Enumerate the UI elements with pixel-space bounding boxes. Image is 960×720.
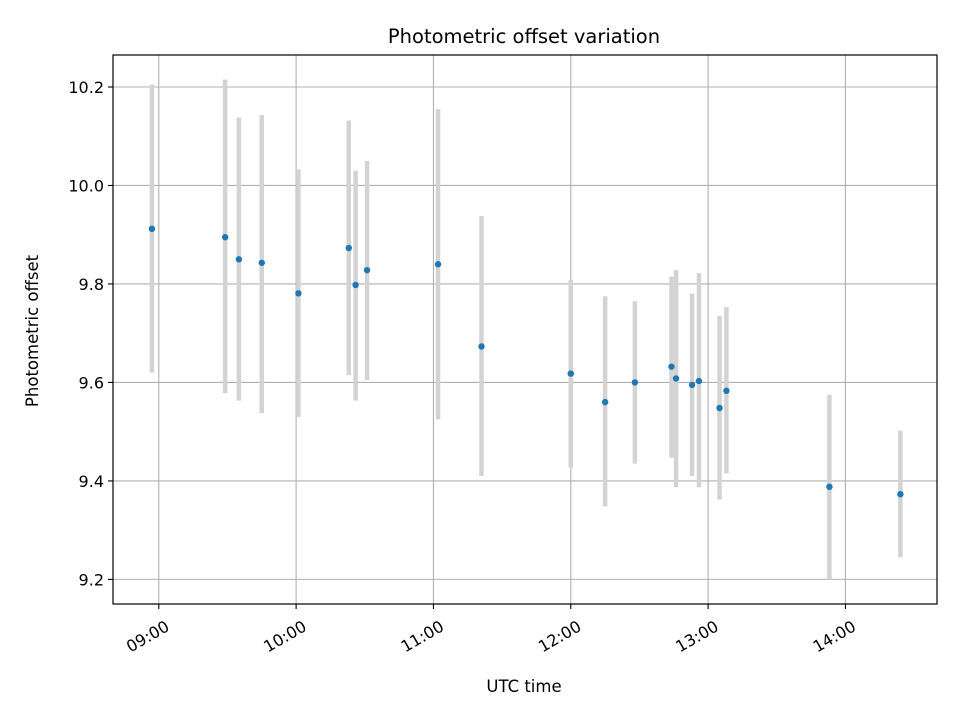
y-tick-label: 9.6	[79, 373, 104, 392]
x-axis-label: UTC time	[486, 677, 561, 696]
data-point	[716, 404, 723, 412]
data-points	[148, 225, 904, 498]
y-tick-label: 9.8	[79, 275, 104, 294]
data-point	[235, 256, 243, 263]
data-point	[363, 266, 371, 274]
y-axis-label: Photometric offset	[23, 254, 42, 407]
data-point	[723, 387, 730, 395]
data-point	[672, 375, 680, 382]
data-point	[631, 379, 639, 386]
chart-title: Photometric offset variation	[388, 25, 660, 48]
data-point	[601, 398, 609, 406]
data-point	[897, 491, 904, 498]
plot-area-frame	[112, 54, 938, 605]
grid	[113, 55, 937, 604]
data-point	[826, 483, 833, 491]
data-point	[221, 233, 229, 241]
data-point	[295, 290, 302, 297]
y-tick-label: 9.2	[79, 570, 104, 589]
y-tick-label: 10.2	[68, 78, 104, 97]
y-axis-ticks: 9.2 9.4 9.6 9.8 10.0 10.2	[68, 78, 113, 589]
data-point	[695, 377, 703, 385]
data-point	[434, 261, 442, 268]
data-point	[567, 370, 574, 377]
data-point	[688, 381, 696, 389]
data-point	[668, 363, 675, 370]
data-point	[258, 259, 265, 266]
data-point	[148, 225, 156, 233]
data-point	[352, 281, 359, 289]
y-tick-label: 10.0	[68, 176, 104, 195]
y-tick-label: 9.4	[79, 472, 104, 491]
data-point	[478, 343, 485, 350]
data-point	[345, 244, 352, 252]
